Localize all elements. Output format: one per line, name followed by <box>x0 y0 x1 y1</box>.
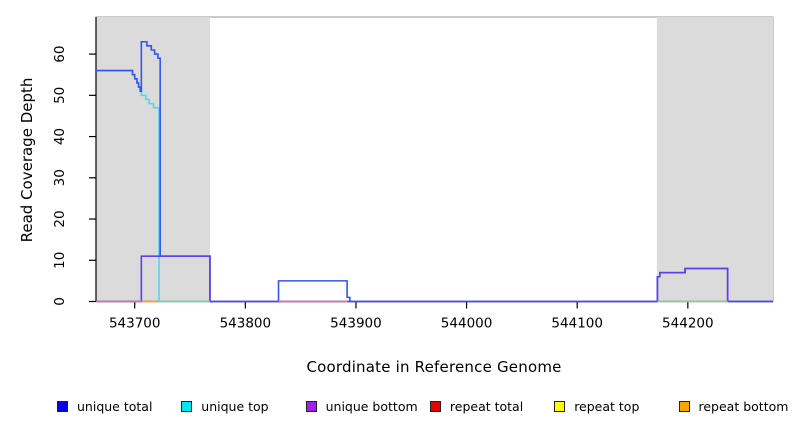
masked-region <box>96 17 210 302</box>
x-tick-label: 544100 <box>551 316 603 332</box>
y-tick-label: 10 <box>52 252 68 269</box>
y-tick-label: 0 <box>52 297 68 306</box>
y-axis-title: Read Coverage Depth <box>18 77 36 243</box>
y-tick-label: 40 <box>52 128 68 145</box>
y-tick-label: 20 <box>52 210 68 227</box>
masked-region <box>656 17 773 302</box>
x-tick-label: 543700 <box>109 316 161 332</box>
x-tick-label: 544200 <box>662 316 714 332</box>
y-tick-label: 30 <box>52 169 68 186</box>
x-tick-label: 543900 <box>330 316 382 332</box>
y-tick-label: 60 <box>52 46 68 63</box>
x-tick-label: 544000 <box>441 316 493 332</box>
y-tick-label: 50 <box>52 87 68 104</box>
series-line-unique-bottom <box>96 255 773 303</box>
x-tick-label: 543800 <box>220 316 272 332</box>
x-axis-title: Coordinate in Reference Genome <box>306 358 562 376</box>
